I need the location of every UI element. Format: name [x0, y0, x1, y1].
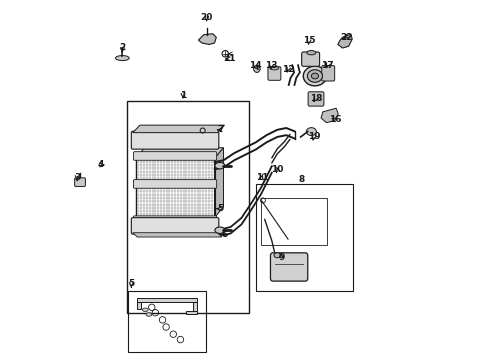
Ellipse shape [311, 73, 318, 79]
Ellipse shape [274, 253, 280, 258]
Polygon shape [193, 302, 196, 311]
Text: 8: 8 [298, 175, 305, 184]
Ellipse shape [306, 128, 317, 135]
Text: 2: 2 [119, 43, 125, 52]
Bar [126, 101, 248, 313]
Polygon shape [133, 125, 224, 133]
Polygon shape [137, 302, 141, 309]
Ellipse shape [303, 66, 326, 86]
FancyBboxPatch shape [322, 66, 335, 81]
Ellipse shape [307, 70, 322, 82]
Text: 18: 18 [310, 94, 322, 103]
Text: 21: 21 [224, 54, 236, 63]
Text: 19: 19 [308, 132, 320, 141]
Text: 17: 17 [321, 61, 334, 70]
Text: 10: 10 [271, 166, 284, 175]
FancyBboxPatch shape [74, 178, 85, 186]
Text: 11: 11 [256, 173, 268, 182]
Polygon shape [186, 311, 196, 314]
Ellipse shape [270, 66, 279, 70]
Bar [256, 184, 353, 291]
FancyBboxPatch shape [133, 180, 217, 188]
Text: 1: 1 [180, 90, 186, 99]
Text: 22: 22 [340, 33, 352, 42]
Polygon shape [215, 148, 223, 218]
Text: 13: 13 [265, 62, 277, 71]
Polygon shape [133, 233, 222, 237]
Text: 4: 4 [98, 161, 104, 170]
Ellipse shape [215, 227, 225, 233]
FancyBboxPatch shape [133, 152, 217, 160]
Text: 16: 16 [329, 115, 342, 124]
Text: 3: 3 [74, 174, 80, 183]
Ellipse shape [143, 308, 148, 312]
FancyBboxPatch shape [133, 216, 217, 225]
Text: 5: 5 [217, 204, 223, 213]
FancyBboxPatch shape [270, 253, 308, 281]
Bar [136, 158, 215, 218]
FancyBboxPatch shape [302, 52, 319, 66]
Text: 5: 5 [128, 279, 134, 288]
Polygon shape [321, 108, 338, 123]
Bar [261, 198, 327, 244]
Ellipse shape [254, 65, 260, 72]
FancyBboxPatch shape [131, 218, 219, 234]
Polygon shape [338, 35, 352, 48]
Polygon shape [198, 34, 216, 44]
Ellipse shape [146, 313, 152, 316]
FancyBboxPatch shape [268, 67, 281, 80]
Text: 7: 7 [218, 125, 224, 134]
Text: 15: 15 [303, 36, 315, 45]
Polygon shape [137, 298, 196, 302]
Text: 6: 6 [221, 230, 227, 239]
Text: 20: 20 [200, 13, 213, 22]
Polygon shape [136, 148, 223, 158]
Text: 12: 12 [282, 65, 294, 74]
Text: 9: 9 [278, 253, 284, 262]
Text: 14: 14 [249, 62, 262, 71]
Ellipse shape [116, 55, 129, 60]
Ellipse shape [307, 50, 316, 55]
FancyBboxPatch shape [131, 131, 219, 149]
FancyBboxPatch shape [308, 92, 324, 106]
Ellipse shape [215, 162, 225, 169]
Bar [128, 291, 205, 352]
